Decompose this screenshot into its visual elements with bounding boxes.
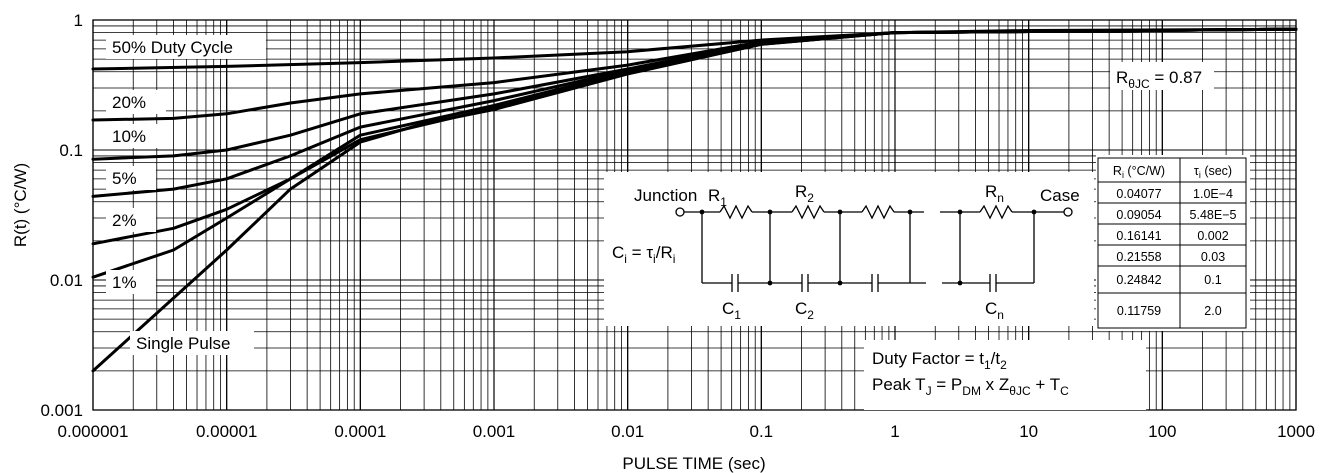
x-tick-label: 1000 (1277, 422, 1315, 441)
series-label: 2% (112, 211, 137, 230)
r1-label: R1 (708, 186, 727, 209)
rthjc-annotation: RθJC = 0.87 (1110, 62, 1214, 91)
y-tick-label: 1 (74, 11, 83, 30)
svg-text:Duty Factor = t1/t2: Duty Factor = t1/t2 (872, 349, 1007, 372)
x-tick-label: 1 (890, 422, 899, 441)
plot-frame (92, 19, 1297, 411)
x-tick-label: 0.000001 (58, 422, 129, 441)
series-label-bg (106, 208, 156, 232)
series-label: 50% Duty Cycle (112, 38, 233, 57)
cn-label: Cn (985, 299, 1004, 322)
c1-label: C1 (722, 299, 741, 322)
series-label-bg (106, 270, 156, 294)
table-cell: 0.002 (1197, 229, 1228, 243)
rc-network-diagram: Junction R1 R2 Rn Case Ci = τi/Ri C1 C2 … (604, 172, 1094, 326)
y-tick-label: 0.01 (50, 271, 83, 290)
table-cell: 1.0E−4 (1193, 187, 1233, 201)
series-label: 5% (112, 169, 137, 188)
y-tick-label: 0.1 (59, 141, 83, 160)
series-label-bg (130, 331, 254, 355)
table-cell: 0.1 (1204, 273, 1221, 287)
table-cell: 0.11759 (1117, 304, 1161, 318)
response-curves (91, 27, 1298, 373)
series-label: Single Pulse (136, 334, 231, 353)
ci-equation: Ci = τi/Ri (612, 243, 675, 266)
series-label: 10% (112, 127, 146, 146)
table-cell: 0.04077 (1116, 187, 1161, 201)
x-tick-label: 0.001 (473, 422, 516, 441)
curve-labels: 50% Duty Cycle 20% 10% 5% 2% 1% Single Pulse (106, 35, 266, 355)
x-tick-label: 10 (1019, 422, 1038, 441)
table-header-r: Ri (°C/W) (1113, 164, 1165, 180)
x-tick-label: 0.0001 (334, 422, 386, 441)
svg-text:Peak TJ = PDM x ZθJC + TC: Peak TJ = PDM x ZθJC + TC (872, 375, 1069, 398)
rn-label: Rn (985, 182, 1004, 205)
table-header-tau: τi (sec) (1194, 164, 1232, 180)
x-tick-label: 100 (1148, 422, 1176, 441)
series-label: 20% (112, 93, 146, 112)
duty-factor-annotation: Duty Factor = t1/t2 Peak TJ = PDM x ZθJC… (864, 340, 1146, 410)
x-tick-label: 0.00001 (196, 422, 257, 441)
series-label-bg (106, 90, 166, 114)
junction-label: Junction (634, 186, 697, 205)
x-tick-label: 0.01 (611, 422, 644, 441)
y-tick-labels: 0.001 0.01 0.1 1 (40, 11, 83, 420)
series-label-bg (106, 124, 166, 148)
table-cell: 0.21558 (1116, 250, 1161, 264)
x-tick-labels: 0.000001 0.00001 0.0001 0.001 0.01 0.1 1 10 100 1… (58, 422, 1315, 441)
r2-label: R2 (795, 182, 814, 205)
table-cell: 0.24842 (1116, 273, 1161, 287)
svg-text:RθJC = 0.87: RθJC = 0.87 (1116, 68, 1202, 91)
table-cell: 0.16141 (1116, 229, 1161, 243)
table-cell: 0.09054 (1116, 208, 1161, 222)
series-label: 1% (112, 273, 137, 292)
series-label-bg (106, 166, 156, 190)
table-cell: 5.48E−5 (1190, 208, 1237, 222)
series-line (91, 27, 1298, 373)
y-axis-title: R(t) (°C/W) (11, 163, 30, 247)
c2-label: C2 (795, 299, 814, 322)
x-tick-label: 0.1 (750, 422, 774, 441)
y-tick-label: 0.001 (40, 401, 83, 420)
rc-parameters-table: Ri (°C/W) τi (sec) 0.04077 1.0E−4 0.0905… (1096, 155, 1250, 331)
case-label: Case (1040, 186, 1080, 205)
series-label-bg (106, 35, 266, 59)
table-cell: 2.0 (1204, 304, 1221, 318)
table-cell: 0.03 (1201, 250, 1225, 264)
x-axis-title: PULSE TIME (sec) (622, 454, 765, 473)
